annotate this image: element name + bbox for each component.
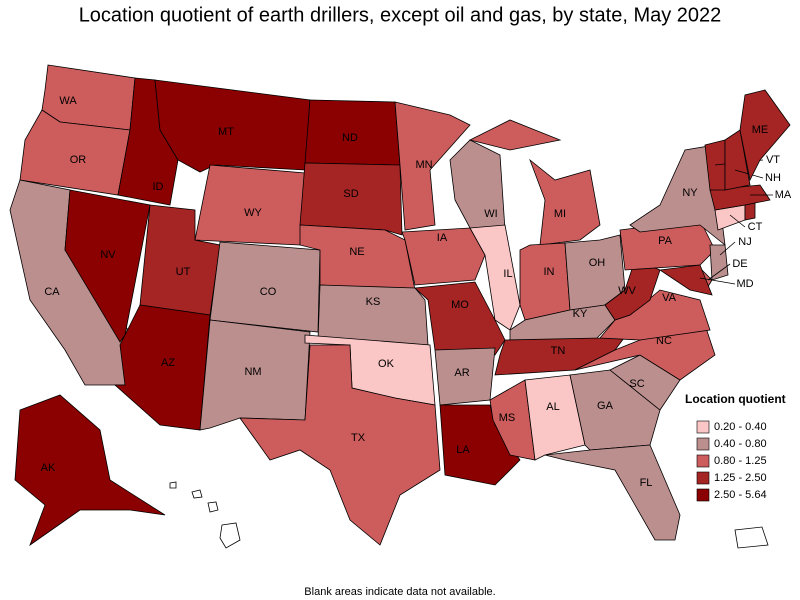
- state-label: NM: [244, 366, 261, 378]
- state: [194, 164, 306, 246]
- state-label: WY: [244, 207, 262, 219]
- state: [394, 101, 471, 231]
- state: [709, 244, 729, 281]
- state-label: FL: [640, 477, 653, 489]
- state: [317, 284, 429, 346]
- state-label: LA: [456, 444, 470, 456]
- leader-line: [699, 277, 736, 285]
- legend-swatch: [696, 471, 710, 485]
- state-label: WV: [618, 285, 636, 297]
- state: [709, 184, 771, 211]
- state-label: GA: [597, 400, 614, 412]
- state-label: CA: [44, 286, 60, 298]
- state-label: AL: [546, 401, 559, 413]
- legend: 0.20 - 0.40 0.40 - 0.80 0.80 - 1.25 1.25 - …: [696, 420, 767, 502]
- state-label: NJ: [738, 236, 751, 248]
- state-label: TX: [351, 432, 366, 444]
- state-label: VT: [766, 154, 780, 166]
- state-label: AR: [454, 367, 469, 379]
- state-label: ME: [752, 124, 769, 136]
- state-label: NV: [100, 249, 116, 261]
- leader-line: [719, 241, 736, 256]
- state: [439, 404, 521, 486]
- state-label: OH: [589, 257, 606, 269]
- puerto-rico: [734, 526, 769, 549]
- legend-swatch: [696, 420, 710, 434]
- state: [658, 264, 713, 296]
- state-label: CO: [260, 286, 277, 298]
- state-label: ID: [153, 181, 164, 193]
- state-label: WI: [484, 208, 497, 220]
- state-label: MN: [415, 159, 432, 171]
- state: [604, 259, 661, 321]
- state-label: TN: [551, 345, 566, 357]
- legend-label: 1.25 - 2.50: [714, 472, 767, 484]
- state: [489, 379, 536, 461]
- state-label: NY: [682, 187, 698, 199]
- state-label: NC: [656, 335, 672, 347]
- state: [739, 89, 791, 182]
- state: [64, 189, 151, 343]
- state-label: IN: [544, 266, 555, 278]
- state: [544, 444, 681, 541]
- state-label: SD: [343, 188, 358, 200]
- state-label: AZ: [161, 357, 175, 369]
- state: [724, 129, 751, 191]
- state-label: PA: [658, 235, 673, 247]
- state: [239, 344, 441, 546]
- state-label: KS: [366, 296, 381, 308]
- state: [414, 281, 506, 356]
- legend-label: 0.80 - 1.25: [714, 455, 767, 467]
- leader-line: [707, 263, 731, 281]
- legend-label: 2.50 - 5.64: [714, 489, 767, 501]
- state-label: MT: [218, 126, 234, 138]
- state: [744, 202, 756, 221]
- footnote: Blank areas indicate data not available.: [304, 586, 495, 598]
- state-label: MO: [451, 299, 469, 311]
- state-label: MS: [499, 412, 516, 424]
- legend-label: 0.40 - 0.80: [714, 438, 767, 450]
- state-label: CT: [748, 221, 763, 233]
- state-label: IL: [503, 268, 512, 280]
- state: [519, 242, 571, 321]
- state: [468, 119, 601, 246]
- state: [524, 374, 586, 461]
- legend-swatch: [696, 454, 710, 468]
- state-label: MA: [775, 189, 792, 201]
- state-label: NE: [349, 246, 364, 258]
- state-label: ND: [342, 132, 358, 144]
- hawaii: [169, 481, 241, 549]
- legend-label: 0.20 - 0.40: [714, 421, 767, 433]
- state-label: OR: [70, 154, 87, 166]
- state-label: SC: [629, 378, 644, 390]
- states: WA OR CA NV ID MT WY UT AZ CO NM ND SD NE KS OK TX MN IA MO…: [9, 64, 792, 547]
- state-label: NH: [765, 172, 781, 184]
- state-label: UT: [176, 266, 191, 278]
- state-label: KY: [573, 308, 588, 320]
- state-label: AK: [41, 462, 56, 474]
- state-label: MD: [736, 278, 753, 290]
- state: [14, 394, 166, 547]
- legend-title: Location quotient: [685, 392, 786, 406]
- legend-swatch: [696, 437, 710, 451]
- state-label: VA: [662, 292, 677, 304]
- state-label: OK: [378, 358, 395, 370]
- leader-line: [729, 214, 746, 228]
- state-label: DE: [732, 258, 747, 270]
- map-title: Location quotient of earth drillers, exc…: [79, 4, 722, 26]
- state-label: IA: [437, 232, 448, 244]
- state: [299, 162, 403, 236]
- legend-swatch: [696, 488, 710, 502]
- state-label: WA: [59, 95, 77, 107]
- state-label: MI: [554, 208, 566, 220]
